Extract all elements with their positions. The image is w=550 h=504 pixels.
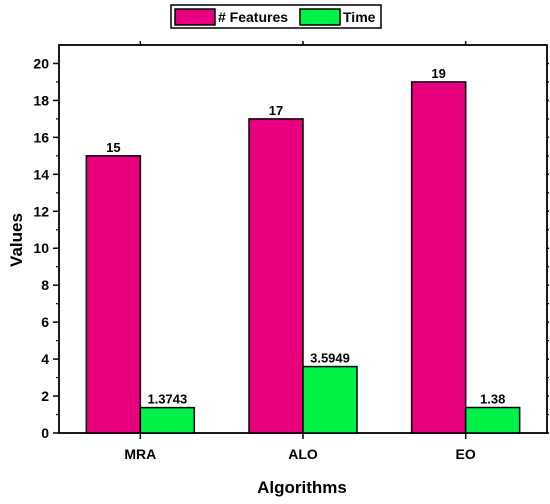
legend-swatch-time: [299, 8, 341, 26]
data-label: 1.38: [480, 392, 505, 407]
legend-label-time: Time: [343, 9, 376, 25]
x-tick-label: MRA: [124, 446, 156, 462]
y-tick-label: 0: [41, 425, 49, 441]
bar-time: [139, 406, 196, 434]
y-tick-label: 16: [33, 129, 49, 145]
data-label: 15: [106, 140, 120, 155]
y-tick-label: 6: [41, 314, 49, 330]
y-tick-label: 14: [33, 166, 49, 182]
x-tick-label: ALO: [288, 446, 318, 462]
x-axis-label: Algorithms: [257, 478, 347, 497]
y-tick-label: 8: [41, 277, 49, 293]
legend-swatch-features: [174, 8, 216, 26]
plot-area: 0 2 4 6 8 10 12 14 16 18 20 MRA 15 1.3743 ALO 17 3.5949 E…: [33, 41, 549, 462]
bar-features: [248, 118, 304, 434]
data-label: 1.3743: [147, 392, 187, 407]
data-label: 17: [269, 103, 283, 118]
bar-features: [410, 81, 467, 434]
y-tick-label: 12: [33, 203, 49, 219]
y-tick-label: 18: [33, 92, 49, 108]
bar-time: [302, 365, 358, 434]
x-tick-label: EO: [456, 446, 476, 462]
data-label: 3.5949: [310, 351, 350, 366]
legend: # Features Time: [170, 4, 382, 29]
y-tick-label: 10: [33, 240, 49, 256]
bar-features: [85, 155, 142, 434]
y-axis-label: Values: [7, 213, 26, 267]
y-tick-label: 4: [41, 351, 49, 367]
data-label: 19: [431, 66, 445, 81]
y-tick-label: 20: [33, 55, 49, 71]
bar-time: [464, 406, 521, 434]
y-tick-label: 2: [41, 388, 49, 404]
legend-label-features: # Features: [218, 9, 288, 25]
